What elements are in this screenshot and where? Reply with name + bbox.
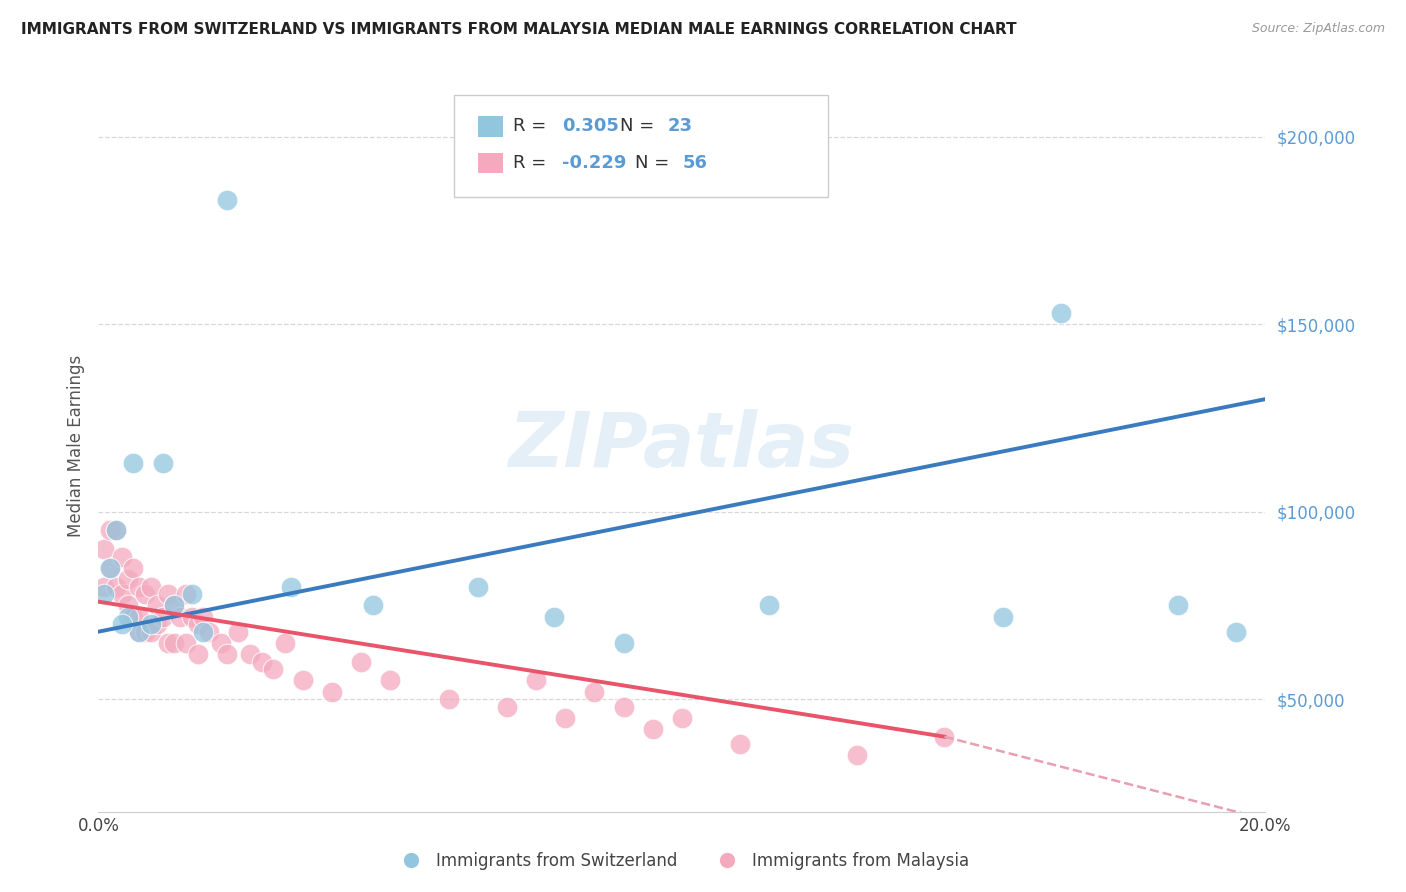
Text: 56: 56 [683,154,709,172]
Point [437,692,460,706]
Point [111,617,134,632]
Point [104,524,127,538]
Point [758,599,780,613]
Point [198,624,221,639]
Point [163,599,186,613]
Point [1225,624,1247,639]
Point [122,561,145,575]
Point [934,730,956,744]
Y-axis label: Median Male Earnings: Median Male Earnings [66,355,84,537]
Point [193,609,215,624]
Point [104,524,127,538]
Point [157,636,180,650]
Point [104,580,127,594]
Point [228,624,250,639]
Point [846,748,869,763]
Point [139,617,162,632]
Text: R =: R = [513,118,551,136]
Point [1050,306,1073,320]
Point [117,599,139,613]
Point [98,561,121,575]
Point [134,624,156,639]
Point [93,580,115,594]
Text: 0.305: 0.305 [562,118,619,136]
Point [98,561,121,575]
Point [380,673,402,688]
Point [128,624,150,639]
Point [122,456,145,470]
Point [157,587,180,601]
Point [174,587,197,601]
Point [180,609,202,624]
FancyBboxPatch shape [478,116,503,136]
Point [152,456,174,470]
Text: -0.229: -0.229 [562,154,626,172]
Point [163,599,186,613]
Point [361,599,384,613]
Point [117,609,139,624]
Point [321,684,343,698]
Point [467,580,489,594]
Point [209,636,232,650]
Point [152,609,174,624]
FancyBboxPatch shape [454,95,828,197]
Point [671,711,693,725]
Point [524,673,547,688]
Point [111,549,134,564]
Text: ZIPatlas: ZIPatlas [509,409,855,483]
Point [139,580,162,594]
Text: N =: N = [620,118,659,136]
Point [262,662,284,676]
Point [612,699,634,714]
Point [730,737,752,751]
Point [146,599,169,613]
Point [641,722,664,736]
Point [146,617,169,632]
Legend: Immigrants from Switzerland, Immigrants from Malaysia: Immigrants from Switzerland, Immigrants … [388,846,976,877]
Point [174,636,197,650]
Point [139,624,162,639]
Point [93,542,115,557]
Point [991,609,1014,624]
Point [215,647,238,661]
Text: 23: 23 [668,118,693,136]
Point [1167,599,1189,613]
Point [496,699,519,714]
Point [180,587,202,601]
Point [612,636,634,650]
Text: R =: R = [513,154,551,172]
Point [543,609,565,624]
Point [128,580,150,594]
Point [111,587,134,601]
Point [128,624,150,639]
Point [554,711,576,725]
Point [187,647,209,661]
Point [239,647,262,661]
Text: Source: ZipAtlas.com: Source: ZipAtlas.com [1251,22,1385,36]
Point [93,587,115,601]
Point [193,624,215,639]
Point [291,673,314,688]
Point [134,587,156,601]
Point [250,655,273,669]
Point [350,655,373,669]
Text: IMMIGRANTS FROM SWITZERLAND VS IMMIGRANTS FROM MALAYSIA MEDIAN MALE EARNINGS COR: IMMIGRANTS FROM SWITZERLAND VS IMMIGRANT… [21,22,1017,37]
Point [122,609,145,624]
Point [128,609,150,624]
FancyBboxPatch shape [478,153,503,173]
Point [98,524,121,538]
Point [280,580,302,594]
Point [215,194,238,208]
Point [274,636,297,650]
Point [187,617,209,632]
Text: N =: N = [636,154,675,172]
Point [169,609,191,624]
Point [583,684,606,698]
Point [117,572,139,586]
Point [163,636,186,650]
